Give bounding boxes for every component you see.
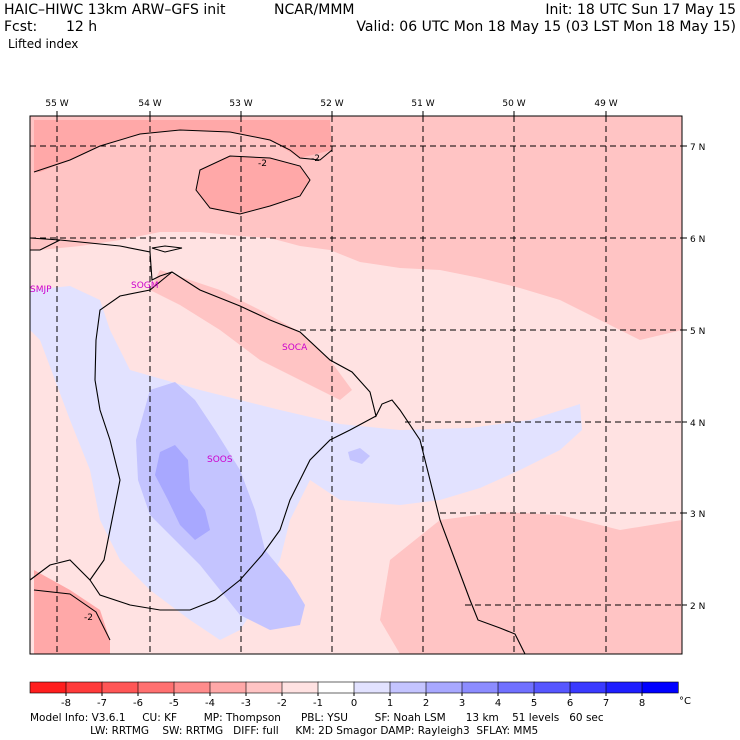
model-info-line2: LW: RRTMG SW: RRTMG DIFF: full KM: 2D Sm… <box>30 725 539 737</box>
lon-label-53w: 53 W <box>229 99 252 109</box>
contour-minus2-sw <box>33 589 111 641</box>
lat-label-2n: 2 N <box>690 602 705 612</box>
colorbar-tick-label: 6 <box>567 698 573 709</box>
contour-label: -2 <box>311 154 320 164</box>
field-band-minus3-center <box>196 156 310 214</box>
colorbar-tick-label: 2 <box>423 698 429 709</box>
colorbar-tick-label: -8 <box>61 698 71 709</box>
colorbar-swatch <box>209 681 247 694</box>
field-band-south-minus2 <box>380 512 682 654</box>
contour-minus2-center <box>195 155 311 215</box>
colorbar-swatch <box>641 681 679 694</box>
field-band-plus1 <box>30 286 582 640</box>
colorbar-swatch <box>65 681 103 694</box>
colorbar-unit: °C <box>679 696 691 707</box>
colorbar-swatch <box>533 681 571 694</box>
station-label-smjp: SMJP <box>30 285 52 295</box>
colorbar-tick-label: -1 <box>313 698 323 709</box>
border-brazil <box>89 415 377 611</box>
colorbar-swatch <box>461 681 499 694</box>
field-band-plus3 <box>155 445 210 540</box>
station-label-soos: SOOS <box>207 455 233 465</box>
station-label-sogm: SOGM <box>131 281 159 291</box>
lon-label-54w: 54 W <box>138 99 161 109</box>
lat-label-4n: 4 N <box>690 419 705 429</box>
lat-label-6n: 6 N <box>690 235 705 245</box>
center-name: NCAR/MMM <box>274 2 355 18</box>
contour-minus2-small <box>151 245 183 253</box>
forecast-hour: 12 h <box>66 19 98 35</box>
station-label-soca: SOCA <box>282 343 308 353</box>
colorbar-swatch <box>245 681 283 694</box>
colorbar-tick-label: 8 <box>639 698 645 709</box>
colorbar-tick-label: 0 <box>351 698 357 709</box>
valid-time: Valid: 06 UTC Mon 18 May 15 (03 LST Mon … <box>356 19 736 35</box>
colorbar-swatch <box>497 681 535 694</box>
lon-label-52w: 52 W <box>320 99 343 109</box>
colorbar-swatch <box>29 681 67 694</box>
border-nw <box>30 239 61 251</box>
colorbar-tick-label: -5 <box>169 698 179 709</box>
lat-ticks <box>682 145 687 606</box>
colorbar-swatch <box>281 681 319 694</box>
colorbar <box>29 681 679 696</box>
field-name: Lifted index <box>8 37 79 51</box>
lat-label-3n: 3 N <box>690 510 705 520</box>
colorbar-tick-label: -7 <box>97 698 107 709</box>
lon-label-50w: 50 W <box>502 99 525 109</box>
contours <box>33 129 333 641</box>
field-band-coast <box>150 270 352 400</box>
lon-label-51w: 51 W <box>411 99 434 109</box>
lat-label-5n: 5 N <box>690 327 705 337</box>
colorbar-swatch <box>569 681 607 694</box>
field-band-minus3-nw <box>34 120 332 172</box>
coastline <box>29 237 526 655</box>
contour-minus2-north <box>33 129 333 173</box>
colorbar-tick-label: 7 <box>603 698 609 709</box>
field-band-plus2-small <box>348 448 370 464</box>
field-band-minus2 <box>30 116 682 340</box>
colorbar-tick-label: 3 <box>459 698 465 709</box>
graticule <box>30 116 682 654</box>
contour-label: -2 <box>258 159 267 169</box>
colorbar-tick-label: -2 <box>277 698 287 709</box>
lon-label-49w: 49 W <box>594 99 617 109</box>
colorbar-ticks: -8 -7 -6 -5 -4 -3 -2 -1 0 1 2 3 4 5 6 7 8 <box>61 698 645 709</box>
model-title: HAIC–HIWC 13km ARW–GFS init <box>4 2 226 18</box>
lon-ticks <box>56 111 607 116</box>
colorbar-swatch <box>317 681 355 694</box>
colorbar-tick-label: 5 <box>531 698 537 709</box>
field-band-minus3-sw <box>34 570 110 654</box>
colorbar-tick-label: 1 <box>387 698 393 709</box>
political-borders <box>29 237 526 655</box>
border-suriname-guiana <box>29 271 173 581</box>
colorbar-tick-label: 4 <box>495 698 501 709</box>
colorbar-tick-label: -6 <box>133 698 143 709</box>
model-info-line1: Model Info: V3.6.1 CU: KF MP: Thompson P… <box>30 712 604 724</box>
colorbar-swatch <box>101 681 139 694</box>
lon-label-55w: 55 W <box>45 99 68 109</box>
init-time: Init: 18 UTC Sun 17 May 15 <box>545 2 736 18</box>
colorbar-swatch <box>605 681 643 694</box>
map-frame <box>29 115 683 655</box>
colorbar-swatch <box>173 681 211 694</box>
contour-label: -2 <box>84 613 93 623</box>
forecast-label: Fcst: <box>4 19 38 35</box>
colorbar-swatch <box>137 681 175 694</box>
colorbar-tick-label: -4 <box>205 698 215 709</box>
lat-label-7n: 7 N <box>690 143 705 153</box>
field-band-plus2 <box>136 382 305 630</box>
colorbar-swatch <box>425 681 463 694</box>
colorbar-swatch <box>353 681 391 694</box>
colorbar-tick-label: -3 <box>241 698 251 709</box>
colorbar-swatch <box>389 681 427 694</box>
shaded-field <box>30 116 682 654</box>
